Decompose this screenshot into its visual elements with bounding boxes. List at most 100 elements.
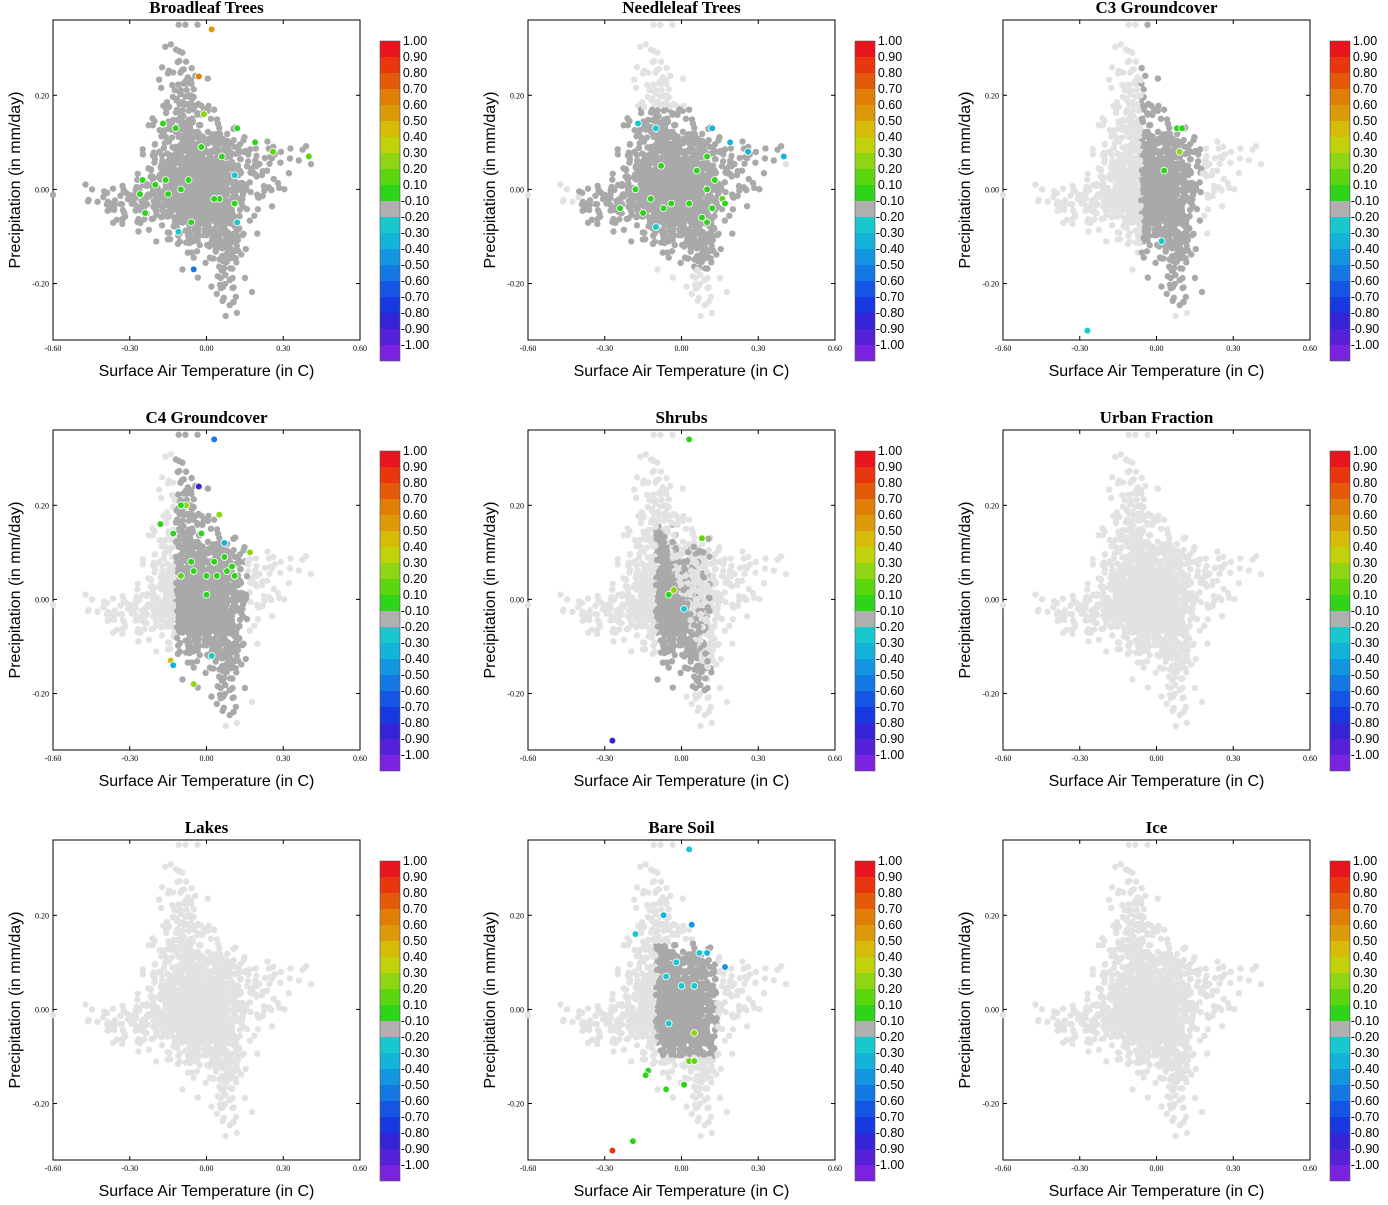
scatter-point xyxy=(176,101,182,107)
scatter-point xyxy=(231,185,237,191)
scatter-point xyxy=(1060,200,1066,206)
colored-point xyxy=(162,177,169,184)
colorbar-label: -0.90 xyxy=(1351,322,1380,336)
scatter-point xyxy=(737,155,743,161)
scatter-point xyxy=(650,232,656,238)
scatter-point xyxy=(1125,22,1131,28)
scatter-point xyxy=(195,274,201,280)
scatter-point xyxy=(1113,134,1119,140)
scatter-point xyxy=(1237,155,1243,161)
scatter-point xyxy=(1125,180,1131,186)
colorbar-swatch xyxy=(1330,153,1350,169)
scatter-point xyxy=(1082,187,1088,193)
scatter-point xyxy=(1179,194,1185,200)
scatter-point xyxy=(704,248,710,254)
scatter-point xyxy=(730,206,736,212)
scatter-point xyxy=(1133,87,1139,93)
y-tick-label: 0.00 xyxy=(510,185,524,194)
colorbar-swatch xyxy=(855,329,875,345)
scatter-point xyxy=(1109,152,1115,158)
scatter-point xyxy=(648,109,654,115)
scatter-point xyxy=(1127,238,1133,244)
colorbar-swatch xyxy=(855,57,875,73)
scatter-point xyxy=(660,141,666,147)
scatter-point xyxy=(152,156,158,162)
scatter-point xyxy=(1067,193,1073,199)
scatter-point xyxy=(756,186,762,192)
scatter-point xyxy=(1190,137,1196,143)
scatter-point xyxy=(1126,218,1132,224)
scatter-point xyxy=(1172,227,1178,233)
scatter-point xyxy=(266,184,272,190)
scatter-point xyxy=(212,207,218,213)
scatter-point xyxy=(1111,202,1117,208)
colorbar-label: -0.80 xyxy=(1351,306,1380,320)
scatter-point xyxy=(183,87,189,93)
scatter-point xyxy=(1202,161,1208,167)
scatter-point xyxy=(256,194,262,200)
scatter-point xyxy=(196,122,202,128)
scatter-point xyxy=(1108,164,1114,170)
panel-broadleaf-trees: Broadleaf TreesExpt = tfket-tfjat-0.60-0… xyxy=(7,0,429,380)
scatter-point xyxy=(713,251,719,257)
scatter-point xyxy=(746,176,752,182)
colored-point xyxy=(722,200,729,207)
colored-point xyxy=(152,181,159,188)
scatter-point xyxy=(168,41,174,47)
scatter-point xyxy=(1203,153,1209,159)
scatter-point xyxy=(249,289,255,295)
scatter-point xyxy=(192,195,198,201)
scatter-point xyxy=(691,125,697,131)
scatter-point xyxy=(1167,275,1173,281)
scatter-point xyxy=(1085,171,1091,177)
scatter-point xyxy=(687,229,693,235)
scatter-point xyxy=(179,266,185,272)
scatter-point xyxy=(1181,185,1187,191)
colorbar-label: 0.40 xyxy=(878,130,902,144)
scatter-point xyxy=(188,77,194,83)
scatter-point xyxy=(167,199,173,205)
scatter-point xyxy=(247,217,253,223)
scatter-point xyxy=(1184,227,1190,233)
panel-title: C4 Groundcover xyxy=(146,408,268,427)
scatter-point xyxy=(616,216,622,222)
scatter-point xyxy=(1173,201,1179,207)
scatter-point xyxy=(659,124,665,130)
colored-point xyxy=(704,219,711,226)
scatter-point xyxy=(152,141,158,147)
x-tick-label: 0.30 xyxy=(1226,344,1240,353)
scatter-point xyxy=(670,101,676,107)
scatter-point xyxy=(651,101,657,107)
scatter-point xyxy=(675,155,681,161)
y-tick-label: 0.00 xyxy=(35,185,49,194)
scatter-point xyxy=(614,146,620,152)
colorbar-swatch xyxy=(1330,345,1350,361)
scatter-point xyxy=(739,138,745,144)
colorbar-label: -0.20 xyxy=(401,210,430,224)
scatter-point xyxy=(1161,106,1167,112)
scatter-point xyxy=(166,230,172,236)
scatter-point xyxy=(1050,194,1056,200)
colorbar-swatch xyxy=(380,89,400,105)
scatter-point xyxy=(1221,176,1227,182)
scatter-point xyxy=(650,81,656,87)
scatter-point xyxy=(1060,220,1066,226)
scatter-point xyxy=(196,181,202,187)
scatter-point xyxy=(1172,313,1178,319)
scatter-point xyxy=(652,88,658,94)
scatter-point xyxy=(704,194,710,200)
colorbar-label: -0.40 xyxy=(1351,242,1380,256)
scatter-point xyxy=(262,155,268,161)
scatter-point xyxy=(1069,221,1075,227)
panel-title: Broadleaf Trees xyxy=(149,0,264,17)
colorbar-label: 0.40 xyxy=(403,130,427,144)
scatter-point xyxy=(686,106,692,112)
scatter-point xyxy=(191,254,197,260)
scatter-point xyxy=(611,206,617,212)
scatter-point xyxy=(229,194,235,200)
colorbar-label: 0.30 xyxy=(1353,146,1377,160)
colorbar-swatch xyxy=(855,201,875,217)
scatter-point xyxy=(299,146,305,152)
